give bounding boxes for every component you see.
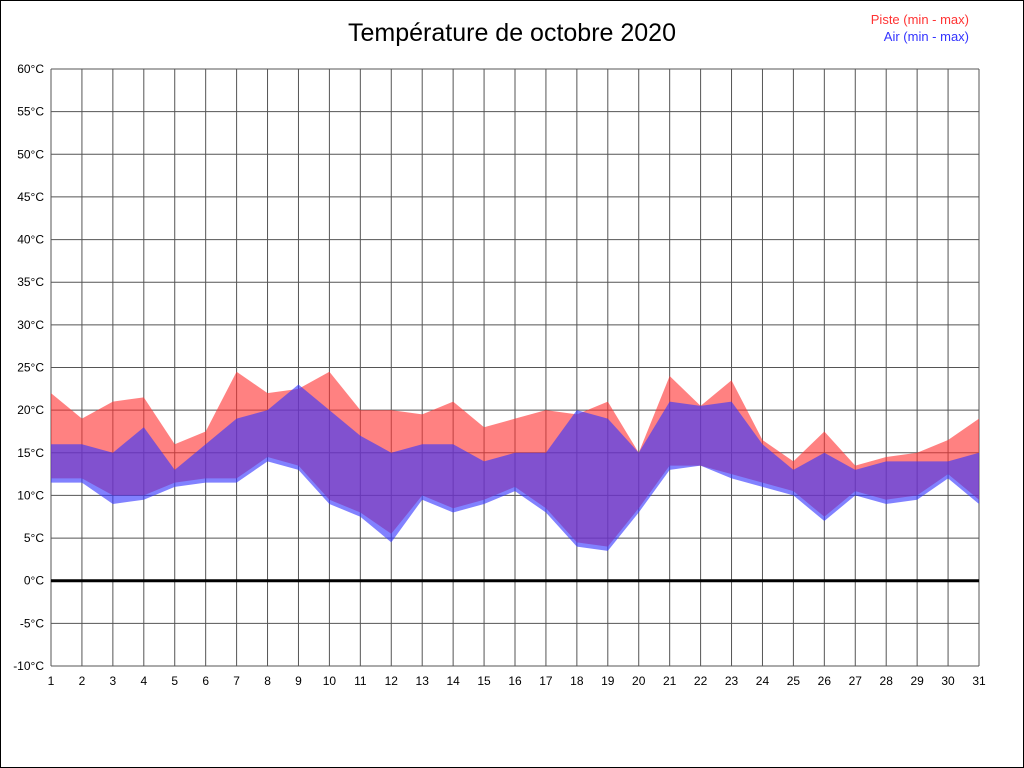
svg-text:13: 13 [416, 674, 430, 688]
svg-text:25: 25 [787, 674, 801, 688]
svg-text:-10°C: -10°C [13, 659, 44, 673]
svg-text:27: 27 [849, 674, 863, 688]
svg-text:29: 29 [910, 674, 924, 688]
chart-title: Température de octobre 2020 [348, 19, 676, 47]
svg-text:4: 4 [140, 674, 147, 688]
svg-text:35°C: 35°C [17, 275, 44, 289]
svg-text:12: 12 [385, 674, 399, 688]
svg-text:28: 28 [880, 674, 894, 688]
svg-text:24: 24 [756, 674, 770, 688]
svg-text:19: 19 [601, 674, 615, 688]
svg-text:7: 7 [233, 674, 240, 688]
svg-text:26: 26 [818, 674, 832, 688]
svg-text:5°C: 5°C [24, 531, 44, 545]
svg-text:9: 9 [295, 674, 302, 688]
svg-text:45°C: 45°C [17, 190, 44, 204]
svg-text:40°C: 40°C [17, 233, 44, 247]
svg-text:55°C: 55°C [17, 105, 44, 119]
svg-text:60°C: 60°C [17, 62, 44, 76]
svg-text:8: 8 [264, 674, 271, 688]
svg-text:-5°C: -5°C [20, 616, 44, 630]
svg-text:2: 2 [79, 674, 86, 688]
svg-text:16: 16 [508, 674, 522, 688]
svg-text:10°C: 10°C [17, 488, 44, 502]
svg-text:21: 21 [663, 674, 677, 688]
svg-text:6: 6 [202, 674, 209, 688]
chart-legend: Piste (min - max) Air (min - max) [871, 11, 969, 45]
svg-text:31: 31 [972, 674, 986, 688]
legend-air: Air (min - max) [883, 29, 969, 44]
legend-piste: Piste (min - max) [870, 12, 969, 27]
svg-text:3: 3 [110, 674, 117, 688]
svg-text:14: 14 [446, 674, 460, 688]
svg-text:20°C: 20°C [17, 403, 44, 417]
svg-text:17: 17 [539, 674, 553, 688]
svg-text:10: 10 [323, 674, 337, 688]
svg-text:22: 22 [694, 674, 708, 688]
svg-text:0°C: 0°C [24, 574, 44, 588]
svg-text:15°C: 15°C [17, 446, 44, 460]
svg-text:23: 23 [725, 674, 739, 688]
svg-text:18: 18 [570, 674, 584, 688]
svg-text:30°C: 30°C [17, 318, 44, 332]
svg-text:5: 5 [171, 674, 178, 688]
svg-text:50°C: 50°C [17, 147, 44, 161]
svg-text:1: 1 [48, 674, 55, 688]
svg-text:25°C: 25°C [17, 361, 44, 375]
svg-text:20: 20 [632, 674, 646, 688]
svg-text:30: 30 [941, 674, 955, 688]
svg-text:11: 11 [354, 674, 367, 688]
svg-text:15: 15 [477, 674, 491, 688]
